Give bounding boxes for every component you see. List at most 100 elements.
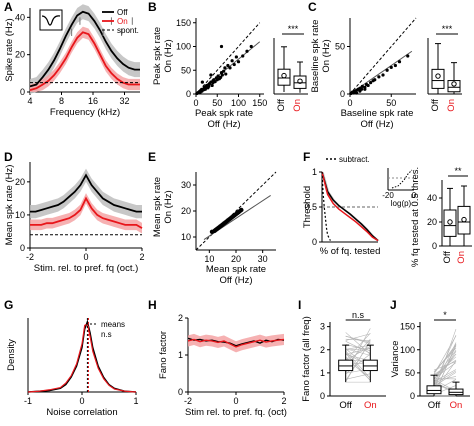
panel-f-box-ytick-label: 20 [427, 217, 437, 227]
panel-j-ytick-label: 0 [410, 391, 415, 401]
panel-e-xtick-label: 10 [204, 254, 214, 264]
panel-b-ylabel: On (Hz) [163, 39, 174, 72]
panel-c-xlabel: Baseline spk rate [341, 108, 414, 119]
panel-d-xtick-label: 2 [139, 252, 144, 262]
panel-j-paired-line [433, 370, 457, 385]
panel-c-point [366, 83, 370, 88]
panel-letter-H: H [148, 298, 157, 312]
panel-f-box-on-mean [461, 216, 467, 223]
panel-j-box-off-box [426, 385, 442, 395]
panel-c-point [393, 63, 397, 68]
panel-i-paired-line [345, 348, 371, 351]
panel-a-on-sem [30, 26, 140, 93]
panel-j-paired-line [433, 351, 457, 385]
panel-f-ytick-label: 0 [312, 237, 317, 247]
panel-c-point [406, 54, 410, 58]
waveform-icon-trace [41, 15, 61, 26]
waveform-icon [39, 9, 63, 31]
panel-b-xtick-label: 100 [231, 98, 246, 108]
panel-b-point [245, 49, 249, 53]
panel-i-box-on-box [362, 359, 378, 372]
panel-letter-G: G [4, 298, 13, 312]
panel-i-significance: n.s [352, 310, 365, 320]
panel-g-off-line [27, 319, 137, 393]
panel-c-xlabel: Off (Hz) [360, 119, 393, 130]
panel-i-ytick-label: 2 [320, 345, 325, 355]
panel-c-box-on-mean [451, 81, 457, 87]
panel-b-point [241, 54, 245, 58]
panel-b-box-off-box [277, 68, 291, 86]
panel-f-off-line [321, 171, 379, 242]
panel-j-ytick-label: 150 [400, 322, 415, 332]
panel-h-xtick-label: 0 [233, 396, 238, 406]
panel-b-point [232, 62, 236, 67]
panel-c-ytick-label: 50 [335, 42, 345, 52]
panel-g-xtick-label: 1 [133, 396, 138, 406]
panel-e-ytick-label: 30 [181, 180, 191, 190]
panel-a-xlabel: Frequency (kHz) [50, 107, 120, 118]
panel-c-point [377, 75, 381, 79]
panel-j-ytick-label: 50 [405, 368, 415, 378]
panel-h-on-line [187, 338, 285, 348]
panel-letter-C: C [308, 0, 317, 14]
panel-c-significance: *** [442, 24, 453, 34]
panel-j-paired-line [433, 335, 457, 375]
panel-c-point [385, 68, 389, 72]
panel-j-ylabel: Variance [390, 341, 401, 378]
panel-g-on-line [27, 323, 137, 393]
panel-j-paired-line [433, 372, 457, 387]
legend-means-label: means [101, 320, 125, 329]
panel-d-on-sem [30, 193, 142, 234]
panel-j-ytick-label: 100 [400, 345, 415, 355]
panel-b-xtick-label: 150 [252, 98, 267, 108]
panel-i-paired-line [345, 340, 371, 383]
panel-e-xtick-label: 20 [231, 254, 241, 264]
panel-i-paired-line [345, 333, 371, 341]
panel-i-cat-off: Off [339, 400, 352, 411]
panel-e-xlabel: Off (Hz) [219, 275, 252, 286]
panel-b-ytick-label: 150 [176, 18, 191, 28]
panel-b-unity-line [195, 22, 261, 95]
panel-f-off-sem [322, 172, 380, 241]
panel-b-point [216, 74, 220, 78]
panel-g-xlabel: Noise correlation [46, 407, 117, 418]
panel-b-point [230, 59, 234, 63]
panel-i-paired-line [345, 332, 371, 355]
panel-c-ylabel: On (Hz) [321, 39, 332, 72]
panel-i-paired-line [345, 345, 371, 350]
panel-e-ytick-label: 10 [181, 232, 191, 242]
legend-off-label: Off [117, 8, 128, 17]
panel-c-point [369, 81, 373, 85]
panel-g-xtick-label: 0 [79, 396, 84, 406]
panel-letter-I: I [298, 298, 301, 312]
panel-e-fit-line [203, 194, 271, 241]
panel-j-cat-off: Off [428, 400, 441, 411]
panel-e-ylabel: Mean spk rate [152, 177, 163, 237]
panel-b-point [226, 63, 230, 68]
panel-f-inset-xtick: 0 [412, 191, 417, 200]
panel-c-point [360, 84, 364, 88]
panel-c-ytick-label: 0 [340, 89, 345, 99]
panel-h-ylabel: Fano factor [158, 331, 169, 379]
panel-f-box-ytick-label: 0 [432, 241, 437, 251]
panel-b-point [228, 66, 232, 70]
panel-b-point [219, 44, 224, 49]
panel-c-point [355, 91, 359, 95]
panel-h-ytick-label: 2 [178, 313, 183, 323]
panel-b-point [210, 83, 214, 88]
panel-b-point [222, 69, 226, 73]
panel-h-on-sem [188, 333, 284, 353]
panel-letter-E: E [148, 150, 156, 164]
panel-f-box-off-box [443, 209, 457, 237]
legend-ns-label: n.s [101, 330, 112, 339]
panel-a-on-line [29, 31, 140, 91]
panel-c-point [358, 89, 362, 93]
panel-f-significance: ** [454, 166, 462, 176]
panel-b-point [207, 84, 211, 88]
panel-c-point [381, 73, 385, 77]
panel-f-cat-on: On [456, 251, 467, 264]
panel-b-point [236, 60, 241, 64]
panel-b-point [224, 72, 228, 76]
panel-f-ytick-label: 0.5 [304, 202, 317, 212]
panel-c-point [373, 78, 377, 82]
